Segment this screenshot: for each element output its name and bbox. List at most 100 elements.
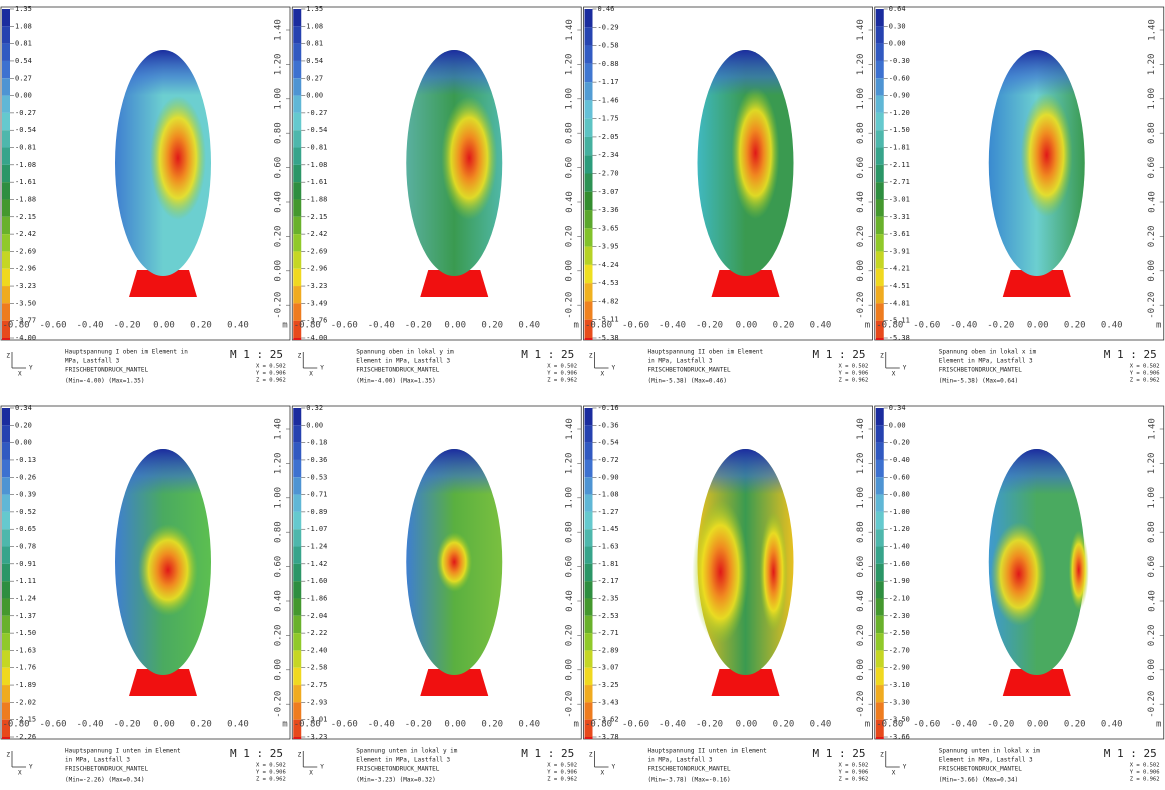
legend-label: -3.10	[889, 681, 910, 689]
legend-label: -3.30	[889, 698, 910, 706]
caption-line: Element in MPa, Lastfall 3	[939, 757, 1033, 764]
y-tick-label: 1.40	[1147, 19, 1157, 41]
legend-swatch	[585, 512, 593, 529]
legend-label: -1.61	[306, 178, 327, 186]
legend-swatch	[585, 9, 593, 27]
legend-label: -2.42	[306, 230, 327, 238]
coordinate: Y = 0.906	[547, 371, 577, 377]
legend-label: -0.36	[598, 421, 619, 429]
legend-label: -2.96	[15, 265, 36, 273]
legend-label: -1.63	[598, 543, 619, 551]
legend-label: -0.90	[598, 473, 619, 481]
legend-label: -2.89	[598, 646, 619, 654]
legend-swatch	[876, 581, 884, 598]
y-tick-label: 0.40	[1147, 590, 1157, 612]
panel: 0.46-0.29-0.58-0.88-1.17-1.46-1.75-2.05-…	[584, 5, 873, 385]
legend-swatch	[293, 633, 301, 650]
y-tick-label: 0.00	[1147, 260, 1157, 282]
legend-swatch	[585, 174, 593, 192]
legend-swatch	[2, 9, 10, 26]
caption-line: FRISCHBETONDRUCK_MANTEL	[356, 367, 439, 374]
legend-swatch	[2, 61, 10, 78]
caption-line: MPa, Lastfall 3	[65, 358, 120, 365]
legend-swatch	[293, 113, 301, 130]
caption-line: in MPa, Lastfall 3	[648, 358, 713, 365]
x-tick-label: -0.80	[2, 720, 29, 730]
legend-swatch	[2, 113, 10, 130]
legend-swatch	[585, 668, 593, 685]
caption-line: Spannung unten in lokal y im	[356, 748, 458, 755]
y-tick-label: 0.20	[1147, 625, 1157, 647]
legend-label: 0.46	[598, 5, 615, 13]
legend-swatch	[293, 598, 301, 615]
legend-label: -2.26	[15, 733, 36, 741]
x-tick-label: -0.40	[76, 720, 103, 730]
x-tick-label: 0.00	[1027, 720, 1049, 730]
legend-label: -3.61	[889, 230, 910, 238]
legend-label: -0.20	[889, 439, 910, 447]
y-tick-label: 0.20	[856, 226, 866, 248]
legend-label: -0.18	[306, 439, 327, 447]
legend-swatch	[2, 165, 10, 182]
legend-swatch	[585, 685, 593, 702]
x-tick-label: 0.00	[153, 321, 175, 331]
caption-line: (Min=-5.38) (Max=0.46)	[648, 378, 727, 385]
legend-label: -1.89	[15, 681, 36, 689]
x-tick-label: -0.20	[696, 321, 723, 331]
legend-swatch	[293, 547, 301, 564]
legend-swatch	[293, 251, 301, 268]
caption-line: (Min=-4.00) (Max=1.35)	[65, 378, 144, 385]
shell-cap	[115, 50, 211, 276]
legend-swatch	[2, 78, 10, 95]
caption-line: FRISCHBETONDRUCK_MANTEL	[356, 766, 439, 773]
legend-swatch	[876, 495, 884, 512]
y-tick-label: 0.20	[856, 625, 866, 647]
legend-label: -0.27	[306, 109, 327, 117]
legend-swatch	[2, 529, 10, 546]
y-tick-label: 1.00	[565, 487, 575, 509]
y-tick-label: 1.40	[565, 19, 575, 41]
legend-swatch	[293, 44, 301, 61]
x-tick-label: -0.20	[405, 321, 432, 331]
legend-label: -2.96	[306, 265, 327, 273]
legend-swatch	[585, 616, 593, 633]
legend-swatch	[585, 192, 593, 210]
scale: M 1 : 25	[813, 348, 866, 361]
legend-swatch	[876, 61, 884, 78]
legend-label: -4.00	[306, 334, 327, 342]
y-tick-label: 1.40	[274, 19, 284, 41]
legend-label: -5.38	[598, 334, 619, 342]
y-tick-label: 1.20	[565, 453, 575, 475]
triad-label: Y	[29, 365, 33, 372]
legend-swatch	[293, 737, 301, 739]
coordinate: Y = 0.906	[547, 770, 577, 776]
legend-label: -1.20	[889, 525, 910, 533]
shell-cap	[698, 50, 794, 276]
legend-label: -2.75	[306, 681, 327, 689]
coordinate: X = 0.502	[1130, 364, 1160, 370]
y-tick-label: 0.40	[274, 191, 284, 213]
legend-label: -4.51	[889, 282, 910, 290]
legend-label: 0.81	[15, 40, 32, 48]
legend-label: -0.30	[889, 57, 910, 65]
triad-label: X	[601, 770, 605, 777]
legend-label: 0.00	[889, 421, 906, 429]
legend-swatch	[876, 269, 884, 286]
legend-label: -3.07	[598, 664, 619, 672]
legend-label: 0.30	[889, 22, 906, 30]
legend-swatch	[2, 564, 10, 581]
caption-line: (Min=-5.38) (Max=0.64)	[939, 378, 1018, 385]
legend-swatch	[293, 165, 301, 182]
y-tick-label: 1.40	[274, 418, 284, 440]
y-tick-label: -0.20	[1147, 292, 1157, 319]
legend-label: 0.54	[306, 57, 323, 65]
x-tick-label: -0.20	[696, 720, 723, 730]
legend-label: -4.24	[598, 261, 619, 269]
legend-label: -2.34	[598, 151, 619, 159]
x-tick-label: -0.40	[950, 720, 977, 730]
x-tick-label: -0.60	[331, 321, 358, 331]
legend-swatch	[2, 512, 10, 529]
legend-label: -3.25	[598, 681, 619, 689]
legend-swatch	[585, 495, 593, 512]
y-tick-label: -0.20	[1147, 691, 1157, 718]
